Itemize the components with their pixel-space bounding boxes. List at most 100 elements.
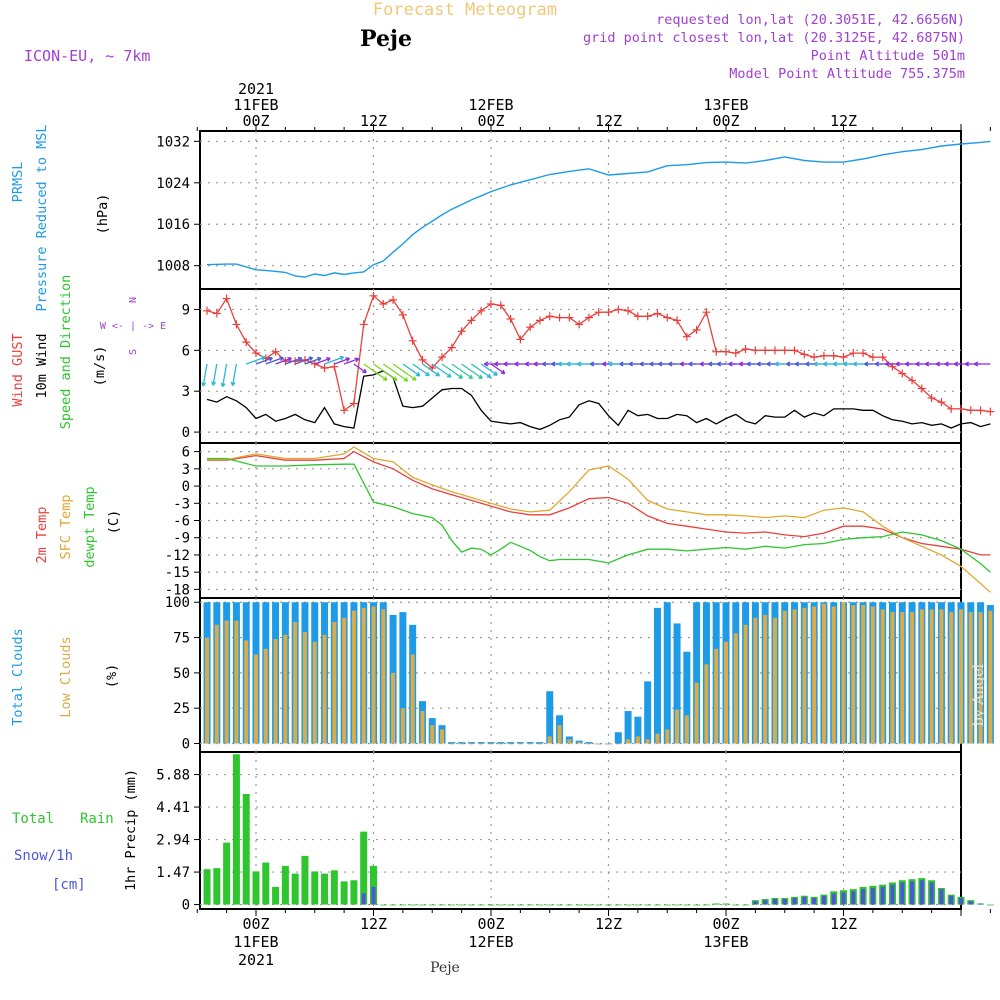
low-cloud-bar	[498, 743, 503, 745]
wind-gust-marker	[908, 376, 917, 385]
wind-direction-arrow	[471, 363, 492, 379]
rain-bar	[252, 871, 260, 905]
total-cloud-bar	[614, 732, 622, 744]
wind-direction-arrow	[412, 363, 430, 377]
low-cloud-bar	[792, 609, 797, 744]
wind-direction-arrow	[275, 356, 292, 365]
y-tick-label: -6	[173, 514, 190, 530]
low-cloud-bar	[831, 606, 836, 744]
precip-axis-label: 1hr Precip (mm)	[123, 769, 139, 891]
wind-direction-arrow	[480, 363, 498, 376]
rain-bar	[732, 904, 740, 906]
wind-gust-marker	[643, 312, 652, 321]
wind-direction-arrow	[373, 363, 398, 382]
low-cloud-bar	[655, 733, 660, 744]
low-cloud-bar	[302, 631, 307, 744]
wind-direction-arrow	[973, 361, 991, 367]
model-label: ICON-EU, ~ 7km	[24, 47, 150, 65]
y-tick-label: 3	[182, 462, 190, 478]
y-tick-label: 6	[182, 343, 190, 359]
bottom-time-label: 13FEB	[703, 933, 748, 951]
wind-gust-marker	[682, 332, 691, 341]
snow-bar	[851, 891, 856, 905]
bottom-time-label: 12Z	[360, 915, 387, 933]
total-cloud-bar	[644, 681, 652, 744]
total-cloud-bar	[477, 742, 485, 744]
snow-bar	[753, 901, 758, 905]
wind-direction-arrow	[353, 363, 367, 374]
low-cloud-bar	[449, 743, 454, 745]
total-cloud-bar	[585, 742, 593, 744]
low-cloud-bar	[361, 607, 366, 744]
low-cloud-bar	[293, 622, 298, 744]
low-cloud-bar	[910, 612, 915, 744]
top-time-label: 12FEB	[468, 96, 513, 114]
low-cloud-bar	[528, 743, 533, 745]
low-cloud-bar	[459, 743, 464, 745]
wind-gust-marker	[780, 346, 789, 355]
rain-bar	[370, 865, 377, 905]
snow-bar	[870, 887, 875, 905]
temp-dewpt-label: dewpt Temp	[82, 486, 98, 567]
bottom-time-label: 00Z	[242, 915, 269, 933]
rain-bar	[213, 868, 221, 905]
rain-bar	[360, 831, 368, 905]
temp-sfc-line	[207, 446, 991, 593]
low-cloud-bar	[743, 624, 748, 744]
wind-gust-marker	[496, 301, 505, 310]
rain-bar	[448, 904, 456, 906]
pressure-panel-frame	[199, 130, 962, 290]
temp-2m-line	[207, 450, 991, 556]
wind-gust-marker	[849, 349, 858, 358]
low-cloud-bar	[430, 725, 435, 744]
low-cloud-bar	[684, 715, 689, 744]
rain-bar	[399, 904, 407, 906]
wind-gust-marker	[663, 313, 672, 322]
rain-bar	[389, 904, 397, 906]
low-cloud-bar	[880, 609, 885, 744]
wind-direction-arrow	[422, 363, 440, 377]
pressure-label-msl: Pressure Reduced to MSL	[34, 125, 50, 312]
top-time-label: 00Z	[712, 112, 739, 130]
wind-gust-marker	[271, 347, 280, 356]
grid-point-coords: grid point closest lon,lat (20.3125E, 42…	[583, 30, 965, 46]
total-cloud-bar	[448, 742, 456, 744]
pressure-unit: (hPa)	[95, 194, 111, 235]
snow-bar	[890, 884, 895, 905]
rain-bar	[467, 904, 475, 906]
top-time-label: 00Z	[477, 112, 504, 130]
wind-gust-marker	[340, 406, 349, 415]
low-cloud-bar	[782, 610, 787, 744]
temp-sfc-label: SFC Temp	[58, 494, 74, 559]
snow-bar	[772, 899, 777, 905]
rain-bar	[702, 904, 710, 906]
wind-gust-marker	[868, 353, 877, 362]
wind-gust-marker	[947, 404, 956, 413]
low-cloud-bar	[596, 743, 601, 745]
total-cloud-bar	[487, 742, 495, 744]
low-cloud-bar	[772, 617, 777, 744]
wind-direction-arrow	[392, 363, 417, 381]
low-cloud-bar	[283, 634, 288, 744]
rain-bar	[418, 904, 426, 906]
rain-bar	[516, 904, 524, 906]
low-cloud-bar	[988, 610, 993, 744]
snow-bar	[900, 882, 905, 905]
low-cloud-bar	[929, 609, 934, 744]
wind-gust-marker	[359, 320, 368, 329]
wind-gust-marker	[369, 291, 378, 300]
wind-gust-marker	[692, 325, 701, 334]
grid-lines	[200, 131, 961, 909]
wind-gust-marker	[927, 394, 936, 403]
precip-panel-frame	[199, 751, 962, 910]
compass-north: N	[128, 297, 139, 303]
rain-bar	[262, 862, 270, 905]
low-cloud-bar	[812, 606, 817, 744]
y-tick-label: 0	[182, 479, 190, 495]
rain-bar	[350, 880, 358, 905]
rain-bar	[497, 904, 505, 906]
wind-gust-marker	[506, 314, 515, 323]
total-cloud-bar	[467, 742, 475, 744]
y-tick-label: -9	[173, 531, 190, 547]
